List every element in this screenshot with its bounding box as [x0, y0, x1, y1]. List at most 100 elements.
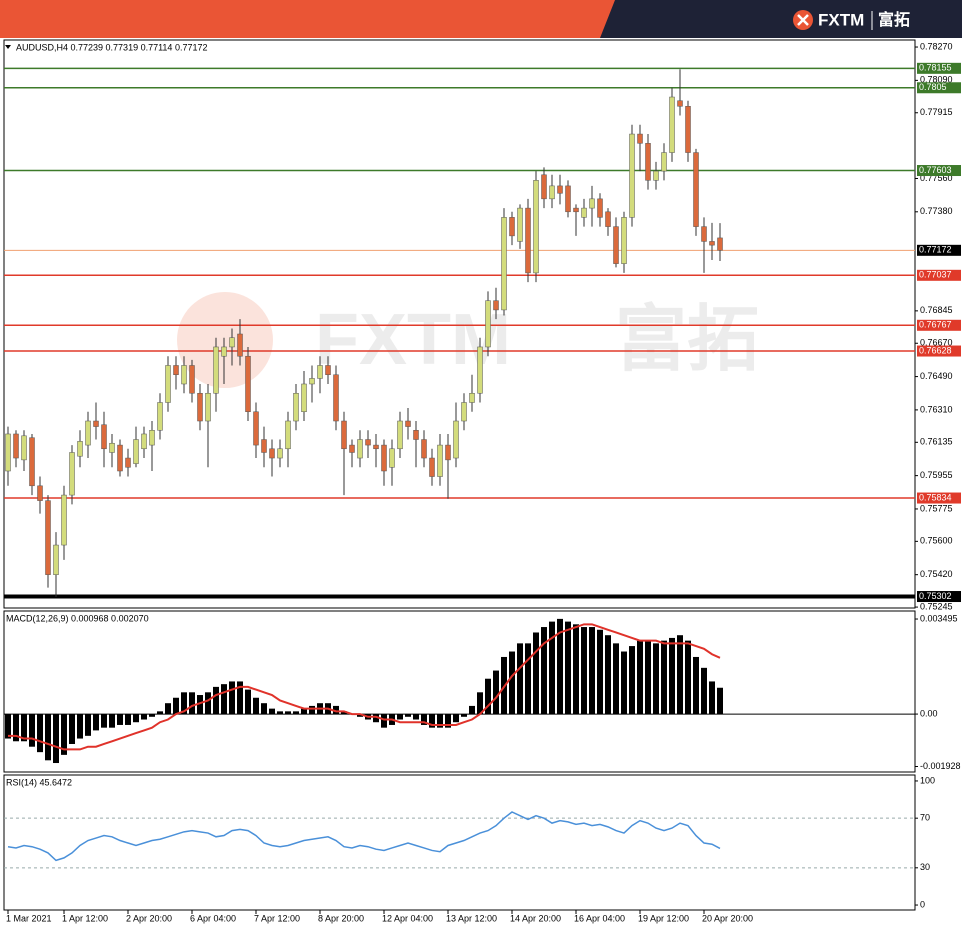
level-tag — [917, 319, 961, 331]
level-label: 0.75302 — [919, 591, 952, 601]
macd-bar — [61, 714, 67, 755]
macd-bar — [69, 714, 75, 744]
pane-title: MACD(12,26,9) 0.000968 0.002070 — [6, 613, 149, 623]
candle-body — [693, 152, 699, 227]
macd-bar — [181, 692, 187, 715]
macd-bar — [637, 640, 643, 715]
level-label: 0.76628 — [919, 345, 952, 355]
level-tag — [917, 82, 961, 94]
macd-bar — [469, 705, 475, 715]
y-tick-label: 0.76490 — [920, 371, 953, 381]
candle-body — [357, 439, 363, 459]
candle-body — [21, 435, 27, 461]
macd-bar — [557, 618, 563, 715]
candle-body — [429, 457, 435, 477]
macd-bar — [549, 621, 555, 715]
candle-body — [45, 500, 51, 575]
candle-body — [13, 433, 19, 459]
pane-title: RSI(14) 45.6472 — [6, 777, 72, 787]
macd-bar — [229, 681, 235, 715]
menu-arrow — [5, 45, 11, 49]
macd-bar — [293, 711, 299, 715]
candle-body — [261, 439, 267, 453]
candle-body — [453, 420, 459, 459]
pane-border — [3, 774, 916, 911]
candle-body — [493, 300, 499, 311]
macd-bar — [213, 686, 219, 715]
candle-body — [717, 237, 723, 251]
macd-bar — [133, 714, 139, 723]
candle-body — [29, 437, 35, 487]
candle-body — [653, 170, 659, 181]
macd-bar — [517, 643, 523, 715]
macd-bar — [453, 714, 459, 723]
y-tick-label: 0.76135 — [920, 437, 953, 447]
candle-body — [245, 355, 251, 413]
watermark: FXTM 富拓 — [177, 292, 759, 388]
candle-body — [157, 402, 163, 431]
candle-body — [117, 444, 123, 472]
candle-body — [549, 185, 555, 200]
candle-body — [597, 198, 603, 218]
candle-body — [173, 365, 179, 375]
banner-accent — [0, 0, 615, 38]
macd-bar — [309, 705, 315, 715]
candle-body — [229, 337, 235, 348]
macd-bar — [717, 687, 723, 715]
macd-bar — [565, 621, 571, 715]
y-tick-label: 0.77560 — [920, 173, 953, 183]
candle-body — [165, 365, 171, 403]
candle-body — [349, 444, 355, 453]
pane-title: AUDUSD,H4 0.77239 0.77319 0.77114 0.7717… — [16, 42, 207, 52]
macd-bar — [37, 714, 43, 753]
candle-body — [421, 439, 427, 459]
y-tick-label: 0.77915 — [920, 107, 953, 117]
macd-bar — [93, 714, 99, 731]
logo-mark — [797, 14, 809, 26]
candle-body — [685, 106, 691, 153]
macd-bar — [237, 681, 243, 715]
candle-body — [581, 207, 587, 218]
macd-bar — [373, 714, 379, 723]
macd-bar — [205, 692, 211, 715]
macd-bar — [269, 708, 275, 715]
candle-body — [637, 133, 643, 144]
y-tick-label: 0.78270 — [920, 41, 953, 51]
level-label: 0.78155 — [919, 63, 952, 73]
candle-body — [525, 207, 531, 274]
candle-body — [317, 365, 323, 379]
macd-bar — [245, 689, 251, 715]
level-tag — [917, 269, 961, 281]
y-tick-label: 70 — [920, 813, 930, 823]
pane-border — [3, 39, 916, 609]
candle-body — [669, 96, 675, 153]
macd-bar — [669, 637, 675, 715]
macd-bar — [677, 635, 683, 715]
x-tick-label: 6 Apr 04:00 — [190, 913, 236, 923]
macd-bar — [661, 640, 667, 715]
candle-body — [301, 383, 307, 413]
candle-body — [69, 452, 75, 496]
candle-body — [101, 424, 107, 450]
macd-bar — [261, 703, 267, 715]
level-tag — [917, 591, 961, 603]
macd-bar — [189, 692, 195, 715]
candle-body — [269, 448, 275, 459]
macd-bar — [125, 714, 131, 725]
y-tick-label: 0.76845 — [920, 305, 953, 315]
level-label: 0.75834 — [919, 492, 952, 502]
x-tick-label: 13 Apr 12:00 — [446, 913, 497, 923]
macd-bar — [573, 624, 579, 715]
candle-body — [645, 143, 651, 181]
macd-bar — [21, 714, 27, 742]
candle-body — [509, 217, 515, 237]
candle-body — [589, 198, 595, 209]
macd-bar — [461, 714, 467, 717]
level-label: 0.77603 — [919, 165, 952, 175]
macd-bar — [117, 714, 123, 725]
signal-line — [8, 623, 721, 751]
x-tick-label: 20 Apr 20:00 — [702, 913, 753, 923]
macd-bar — [597, 629, 603, 715]
candle-body — [389, 448, 395, 468]
candle-body — [517, 207, 523, 242]
